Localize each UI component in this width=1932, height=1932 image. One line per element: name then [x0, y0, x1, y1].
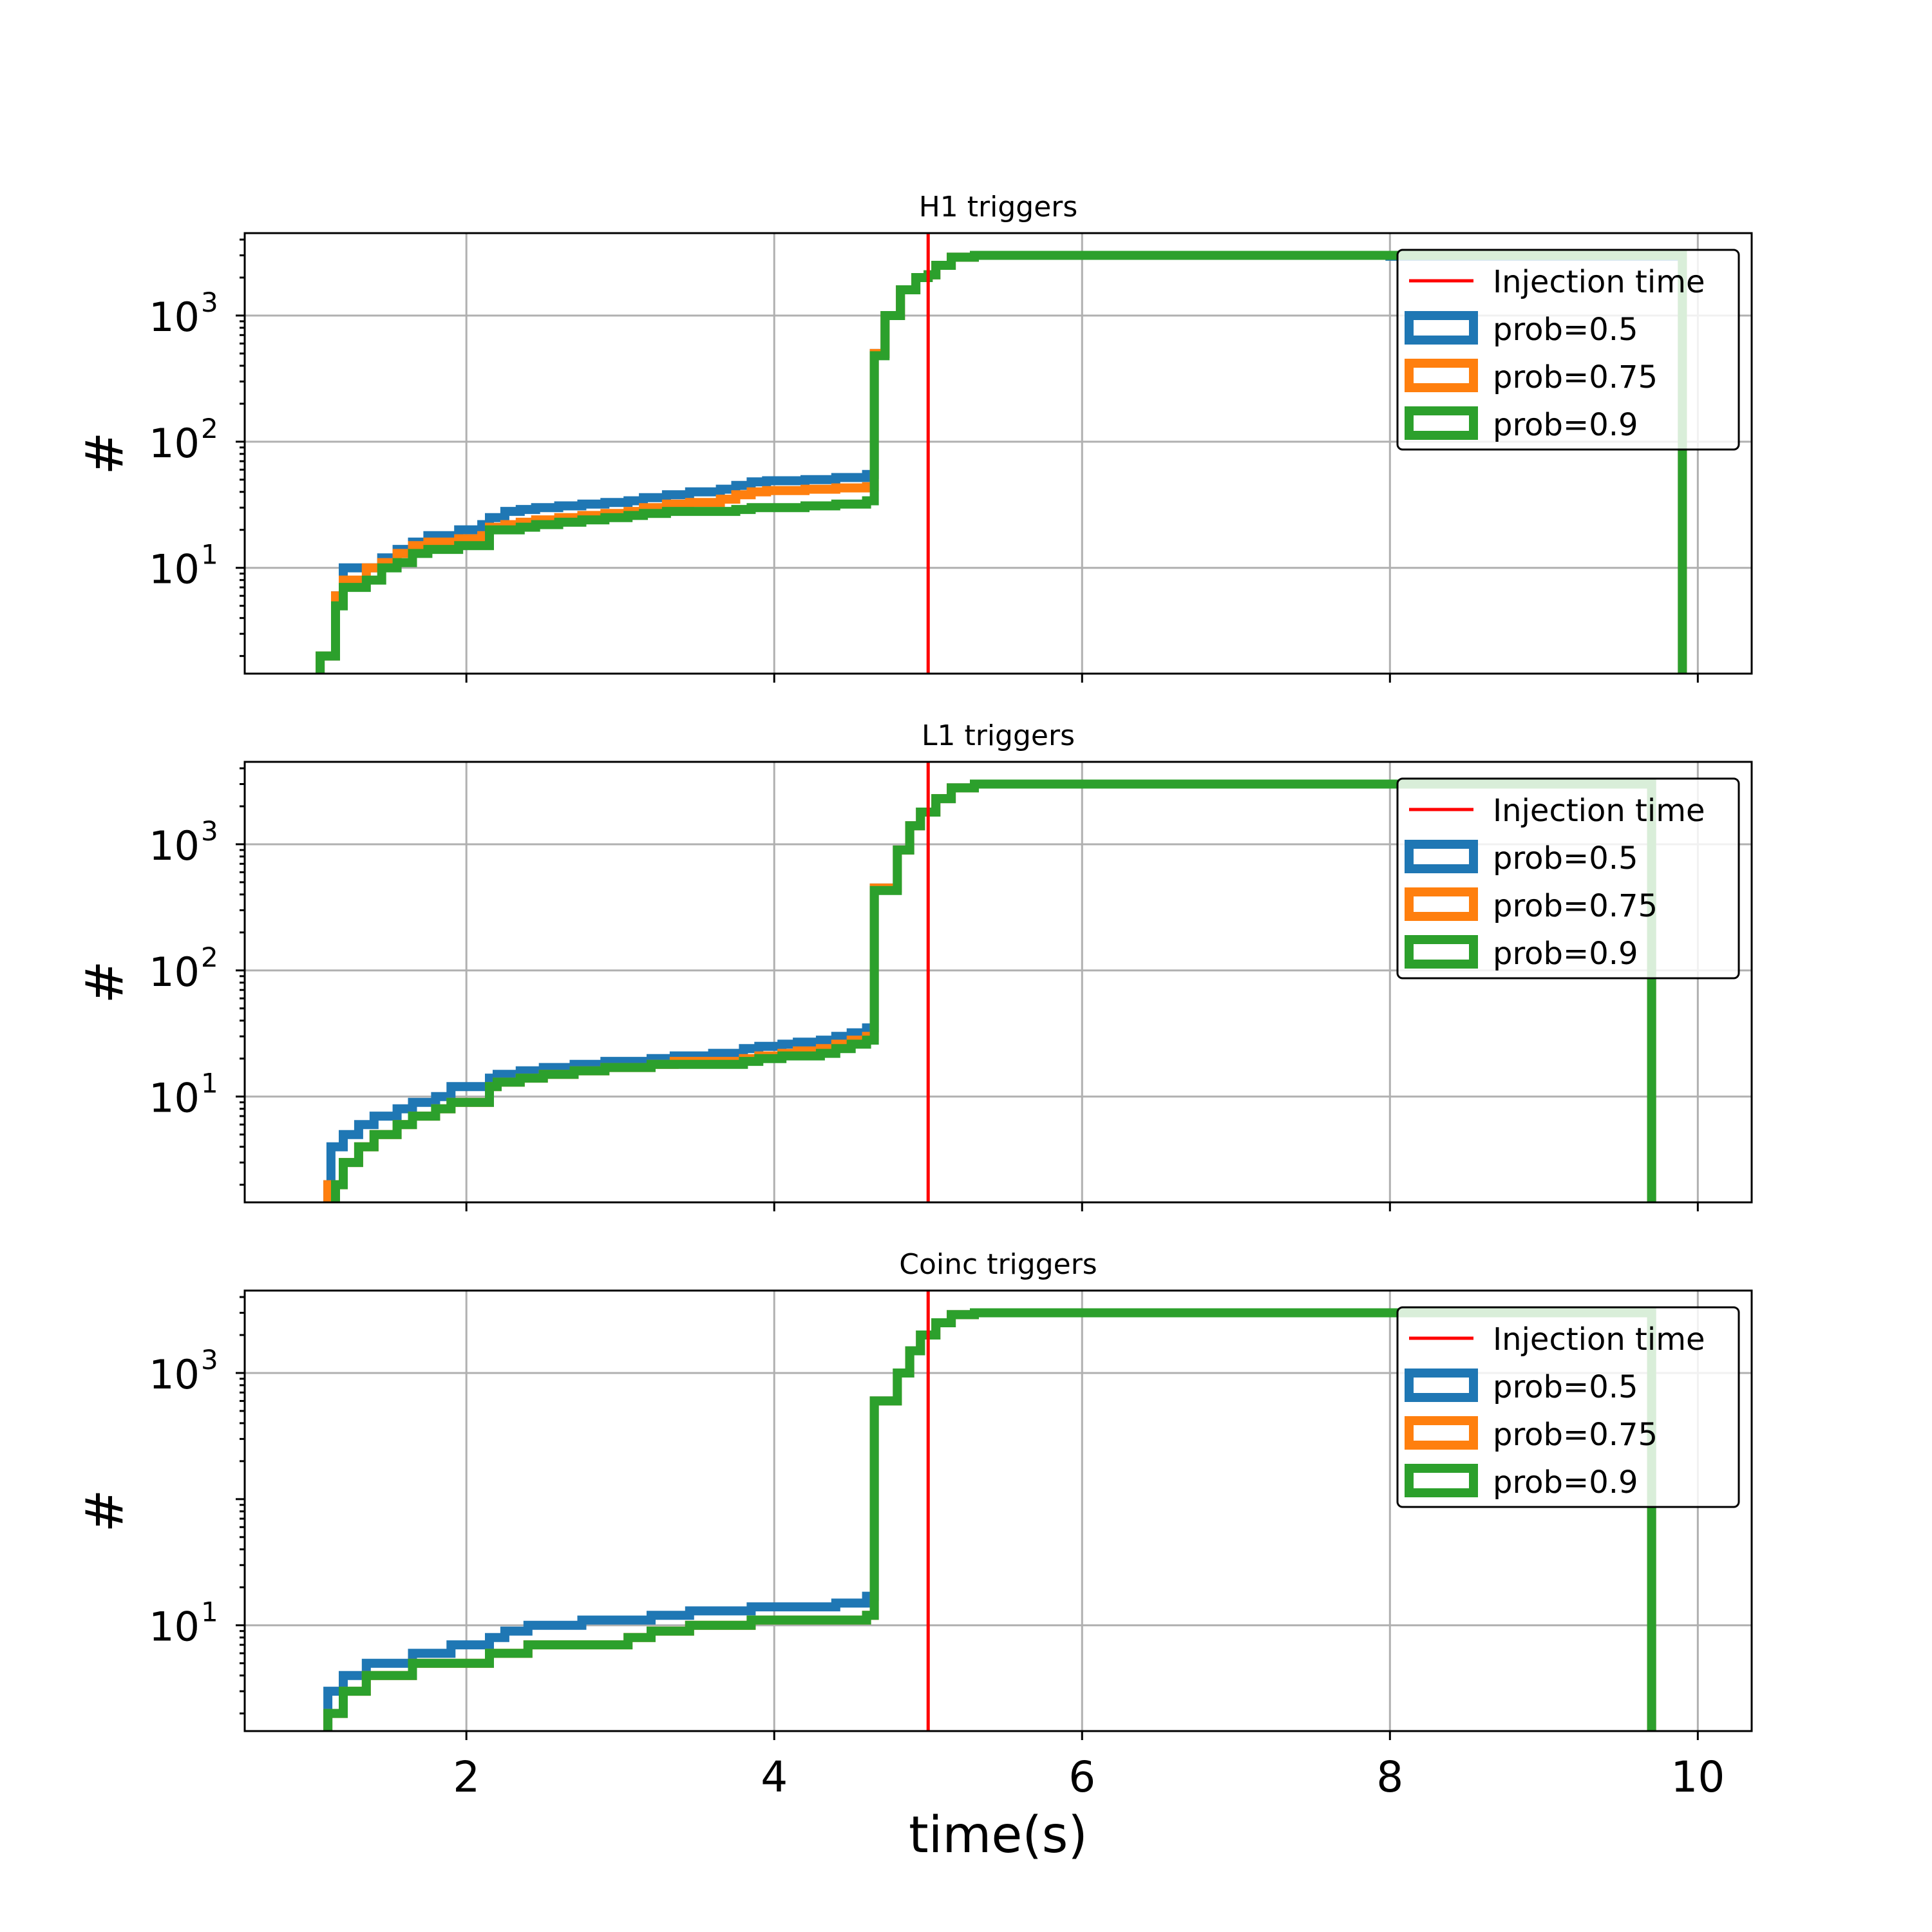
data-layer [323, 1308, 1656, 1731]
y-tick-label: 10 [149, 822, 200, 869]
legend-swatch [1405, 359, 1478, 392]
legend-label: prob=0.75 [1493, 888, 1658, 924]
x-tick-label: 10 [1671, 1752, 1725, 1802]
y-tick-exponent: 2 [201, 413, 218, 444]
data-layer [323, 779, 1656, 1202]
y-axis-label: # [75, 960, 135, 1003]
legend-swatch [1405, 935, 1478, 969]
legend-label: prob=0.9 [1493, 936, 1638, 972]
y-tick-label: 10 [149, 949, 200, 996]
y-axis-label: # [75, 431, 135, 475]
legend-label: prob=0.5 [1493, 840, 1638, 876]
y-tick-exponent: 1 [201, 1596, 218, 1628]
legend-swatch [1405, 887, 1478, 921]
y-tick-exponent: 2 [201, 942, 218, 973]
legend: Injection time prob=0.5 prob=0.75 prob=0.9 [1396, 1306, 1740, 1508]
legend-label: prob=0.5 [1493, 312, 1638, 348]
series-line-prob-0-9 [323, 1308, 1656, 1731]
y-tick-label: 10 [149, 1351, 200, 1398]
y-tick-label: 10 [149, 1075, 200, 1122]
legend-swatch [1405, 840, 1478, 873]
legend: Injection time prob=0.5 prob=0.75 prob=0.9 [1396, 249, 1740, 451]
y-tick-exponent: 3 [201, 815, 218, 847]
legend-swatch [1405, 406, 1478, 440]
y-tick-label: 10 [149, 546, 200, 593]
y-tick-exponent: 1 [201, 539, 218, 571]
x-tick-label: 2 [453, 1752, 480, 1802]
legend-swatch [1405, 1416, 1478, 1450]
y-tick-exponent: 3 [201, 287, 218, 318]
series-line-prob-0-9 [316, 251, 1687, 674]
y-tick-label: 10 [149, 294, 200, 341]
legend-swatch [1405, 1464, 1478, 1497]
legend-label: prob=0.75 [1493, 1417, 1658, 1453]
x-tick-label: 6 [1068, 1752, 1095, 1802]
legend-box [1396, 249, 1740, 451]
x-tick-label: 8 [1376, 1752, 1403, 1802]
legend-box [1396, 777, 1740, 980]
legend-label: prob=0.75 [1493, 359, 1658, 395]
legend-label: Injection time [1493, 793, 1705, 829]
y-tick-exponent: 1 [201, 1068, 218, 1099]
legend-swatch [1405, 1368, 1478, 1402]
x-axis-label: time(s) [909, 1806, 1088, 1864]
panel-title: Coinc triggers [899, 1248, 1097, 1281]
legend-label: prob=0.9 [1493, 407, 1638, 443]
y-tick-label: 10 [149, 420, 200, 467]
legend-label: Injection time [1493, 264, 1705, 300]
panel-title: L1 triggers [922, 719, 1075, 752]
legend-swatch [1405, 311, 1478, 345]
y-axis-label: # [75, 1489, 135, 1532]
legend-label: prob=0.5 [1493, 1369, 1638, 1405]
y-tick-label: 10 [149, 1604, 200, 1651]
x-tick-label: 4 [761, 1752, 788, 1802]
legend-label: prob=0.9 [1493, 1464, 1638, 1501]
data-layer [316, 251, 1687, 674]
legend: Injection time prob=0.5 prob=0.75 prob=0.9 [1396, 777, 1740, 980]
series-line-prob-0-9 [331, 779, 1656, 1202]
legend-label: Injection time [1493, 1321, 1705, 1358]
legend-box [1396, 1306, 1740, 1508]
panel-title: H1 triggers [919, 191, 1078, 223]
y-tick-exponent: 3 [201, 1344, 218, 1376]
